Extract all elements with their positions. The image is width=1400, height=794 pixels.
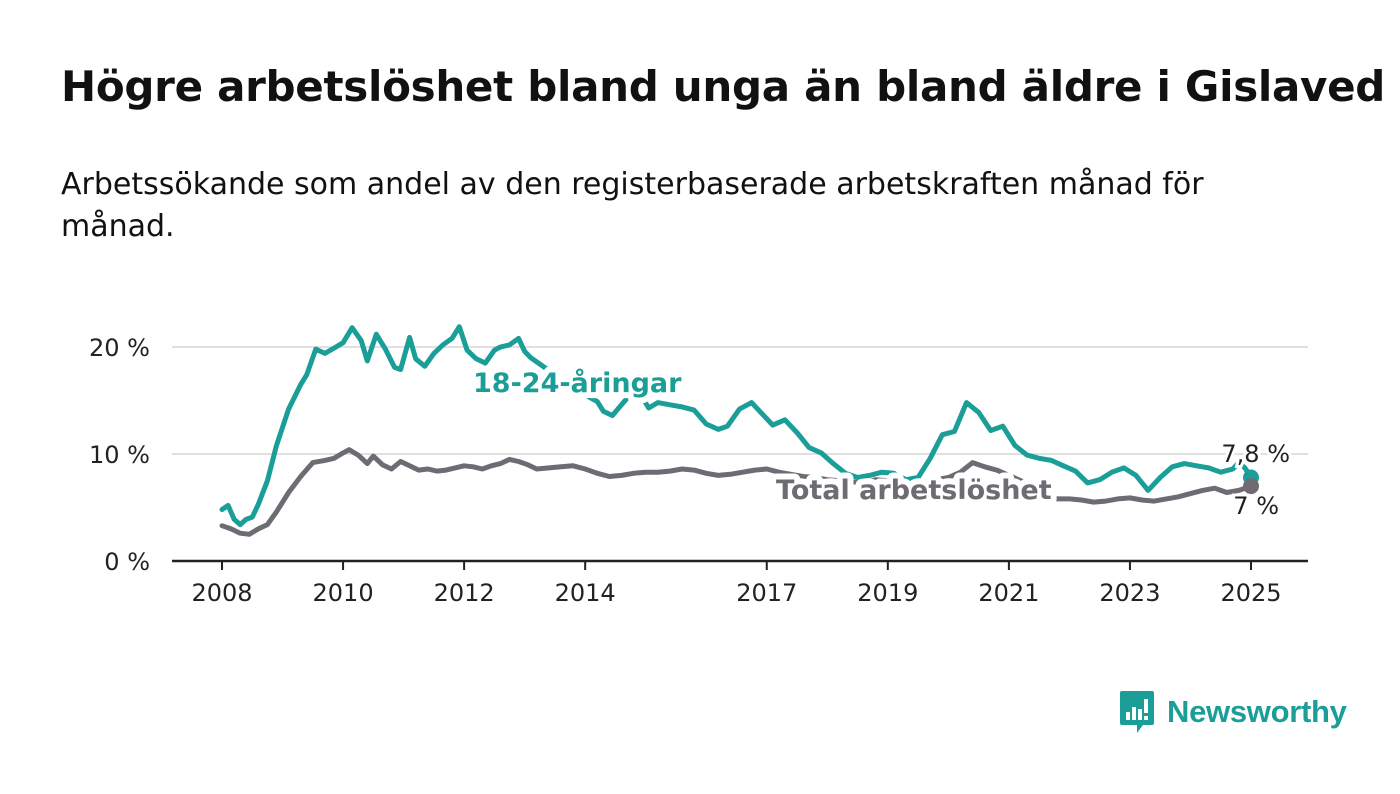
x-tick-label: 2014 — [555, 579, 616, 607]
series-line-total — [219, 447, 1254, 537]
y-tick-label: 20 % — [89, 334, 150, 362]
end-value-label-total: 7 % — [1233, 492, 1279, 520]
chart-subtitle: Arbetssökande som andel av den registerb… — [61, 167, 1204, 244]
label-layer: 18-24-åringar Total arbetslöshet 7,8 % 7 % — [467, 361, 1293, 523]
series-label-youth: 18-24-åringar — [473, 367, 682, 399]
end-marker-total — [1243, 478, 1259, 495]
series-line-youth — [219, 324, 1254, 528]
x-tick-label: 2012 — [434, 579, 495, 607]
series-label-total: Total arbetslöshet — [776, 475, 1052, 506]
x-tick-label: 2023 — [1099, 579, 1160, 607]
brand-logo: Newsworthy — [1119, 690, 1347, 734]
x-tick-label: 2025 — [1220, 579, 1281, 607]
chart-title: Högre arbetslöshet bland unga än bland ä… — [61, 62, 1386, 111]
y-tick-label: 10 % — [89, 441, 150, 469]
end-value-label-youth: 7,8 % — [1221, 440, 1290, 468]
grid-layer — [172, 346, 1308, 455]
axis-layer: 0 % 10 % 20 % 2008 2010 2012 2014 2017 2019 2021 2… — [89, 334, 1308, 607]
newsworthy-logo-icon — [1120, 691, 1154, 733]
x-tick-label: 2021 — [978, 579, 1039, 607]
x-tick-label: 2017 — [736, 579, 797, 607]
x-tick-label: 2010 — [313, 579, 374, 607]
series-layer — [219, 324, 1254, 537]
line-chart: 0 % 10 % 20 % 2008 2010 2012 2014 2017 2019 2021 2… — [89, 324, 1308, 607]
brand-name: Newsworthy — [1167, 694, 1347, 729]
y-tick-label: 0 % — [104, 548, 150, 576]
x-tick-label: 2008 — [191, 579, 252, 607]
x-tick-label: 2019 — [857, 579, 918, 607]
